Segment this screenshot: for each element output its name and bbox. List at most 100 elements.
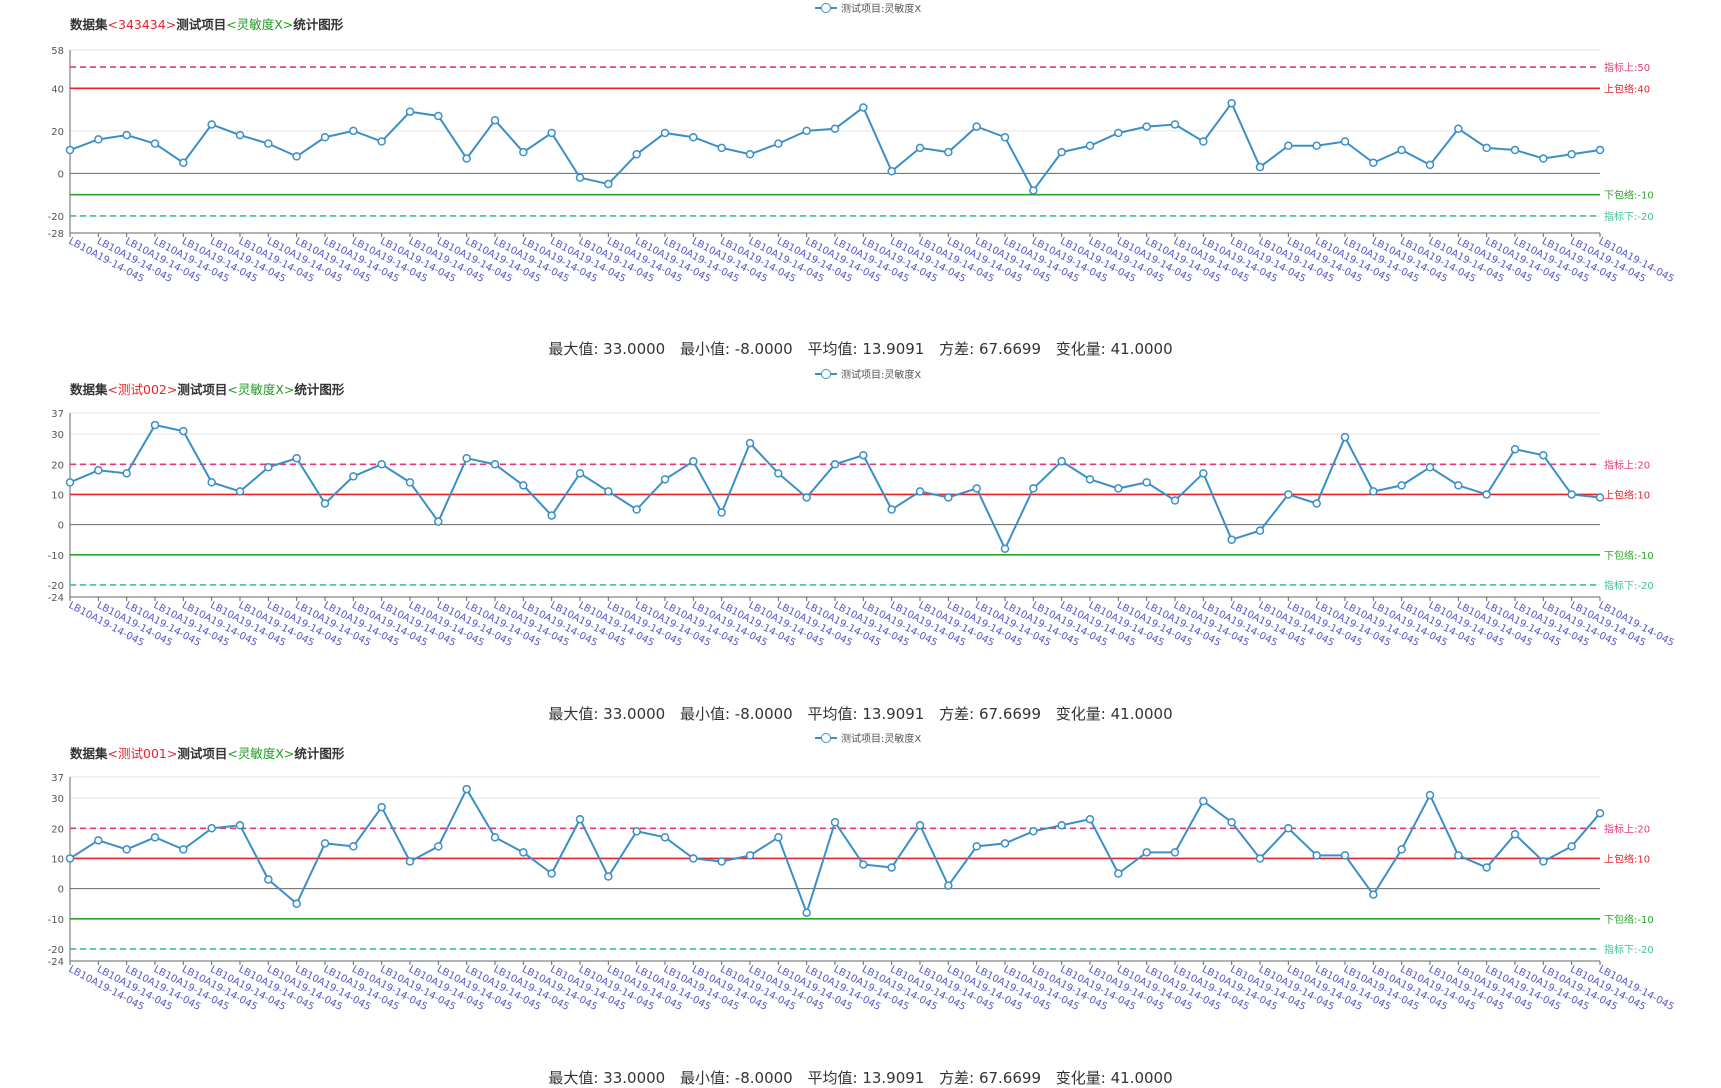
data-point [462,784,471,794]
data-point [1340,432,1350,442]
data-point [1255,854,1265,863]
data-point [745,851,755,860]
data-point [1340,851,1350,860]
y-tick-label: -20 [48,581,64,592]
data-point [1539,857,1548,866]
data-point [1425,160,1435,170]
line-chart: 37 30 20 10 0 -10 -20-24 指标上:20 上包络:10 下包络:-10 指标下… [48,773,1676,1013]
data-point [887,167,896,176]
data-point [1029,186,1038,195]
y-tick-label: 30 [51,430,64,441]
chart-legend[interactable]: 测试项目:灵敏度X [815,0,921,15]
title-suffix: 统计图形 [293,17,344,32]
y-tick-label: 40 [51,84,64,95]
stat-variance: 方差: 67.6699 [939,1069,1041,1087]
stat-max: 最大值: 33.0000 [548,340,666,358]
data-point [915,143,925,153]
data-point [1255,526,1265,535]
stat-min: 最小值: -8.0000 [679,340,793,358]
data-point [377,137,386,146]
stat-range: 变化量: 41.0000 [1055,340,1173,358]
data-point [65,145,75,155]
data-point [575,173,585,182]
data-point [490,115,500,125]
stat-min: 最小值: -8.0000 [679,705,793,723]
stat-range: 变化量: 41.0000 [1055,1069,1173,1087]
data-point [859,860,868,869]
series-line [69,101,1601,193]
data-point [434,111,443,121]
data-point [150,420,160,430]
chart-legend[interactable]: 测试项目:灵敏度X [815,366,921,381]
data-point [1142,478,1151,487]
data-point [1340,137,1350,146]
limit-label: 下包络:-10 [1604,549,1654,562]
limit-label: 指标上:50 [1604,61,1650,74]
data-point [349,842,358,851]
data-point [235,821,245,830]
title-prefix: 数据集 [70,746,108,761]
data-point [1369,487,1378,496]
title-dataset: 测试002 [118,382,167,397]
data-point [292,152,301,161]
data-point [1170,848,1180,857]
limit-label: 指标上:20 [1604,822,1650,835]
stat-variance: 方差: 67.6699 [939,340,1041,358]
data-point [1284,141,1293,151]
y-tick-label: 0 [58,169,64,180]
data-point [1312,141,1321,151]
data-point [1595,808,1605,818]
y-tick-label: -10 [48,915,64,926]
data-point [887,863,896,872]
legend-line-circle-icon [815,2,837,14]
data-point [1595,145,1605,155]
data-point [1029,484,1038,493]
chart-legend[interactable]: 测试项目:灵敏度X [815,730,921,745]
data-point [1567,842,1576,851]
data-point [1199,137,1208,146]
data-point [122,845,131,854]
y-tick-label: 37 [51,773,64,784]
data-point [632,150,641,159]
data-point [575,814,585,824]
data-point [292,899,301,908]
title-item: 灵敏度X [236,17,283,32]
data-point [207,478,216,487]
legend-label: 测试项目:灵敏度X [841,4,922,15]
data-point [179,158,188,168]
chart-title: 数据集<343434>测试项目<灵敏度X>统计图形 [70,17,344,32]
data-point [1170,120,1180,129]
data-point [490,833,500,842]
y-tick-label: 10 [51,854,64,865]
title-suffix: 统计图形 [294,382,345,397]
data-point [349,472,358,481]
data-point [1227,817,1236,827]
data-point [405,857,415,866]
stat-mean: 平均值: 13.9091 [807,705,925,723]
data-point [434,517,443,526]
y-tick-label: 37 [51,409,64,420]
data-point [320,132,330,142]
data-point [122,469,131,478]
data-point [377,802,386,812]
data-point [1482,143,1491,153]
limit-label: 下包络:-10 [1604,189,1654,202]
data-point [604,179,613,189]
data-point [1000,132,1010,142]
data-point [660,833,670,842]
data-point [264,463,273,472]
y-tick-label: -24 [48,593,64,604]
data-point [235,487,245,496]
data-point [972,484,981,493]
title-prefix: 数据集 [70,382,108,397]
line-chart: 37 30 20 10 0 -10 -20-24 指标上:20 上包络:10 下包络:-10 指标下… [48,409,1676,649]
data-point [94,836,103,845]
data-point [717,857,726,866]
data-point [1454,124,1463,133]
data-point [1085,814,1095,824]
data-point [65,478,75,487]
data-point [802,126,811,136]
limit-label: 指标下:-20 [1604,579,1654,592]
line-chart: 5840200-20-28指标上:50上包络:40下包络:-10指标下:-20L… [48,46,1676,285]
title-dataset: 343434 [118,17,166,32]
